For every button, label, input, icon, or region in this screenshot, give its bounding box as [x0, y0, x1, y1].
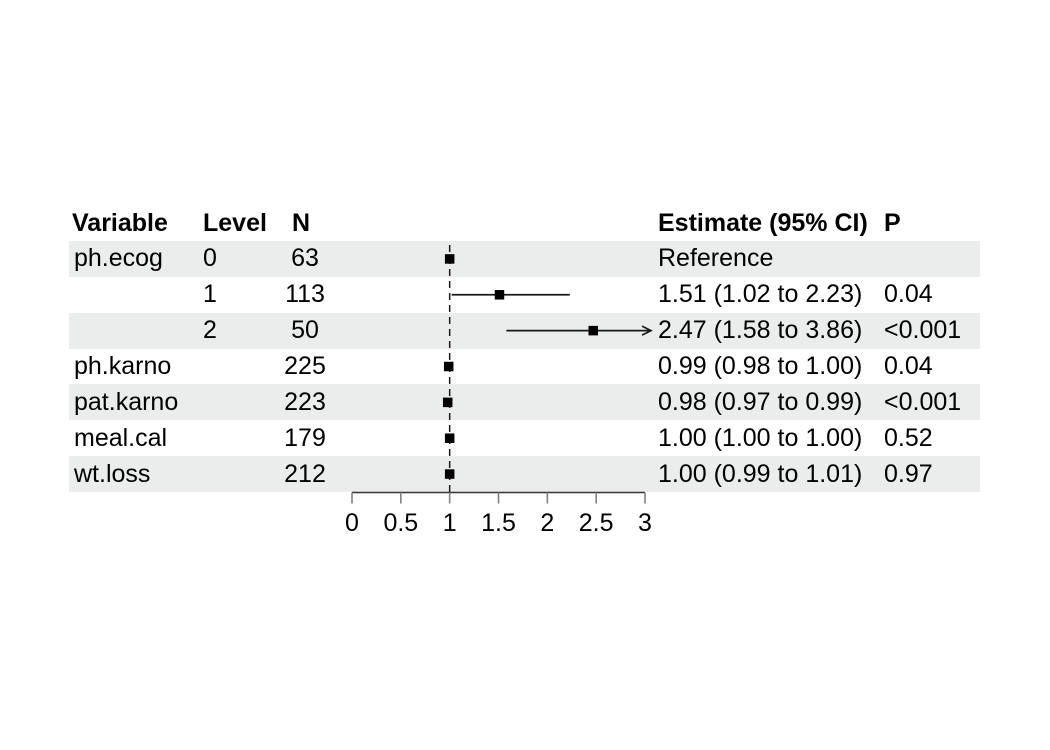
row-band: [69, 241, 980, 277]
row-band: [69, 348, 980, 385]
cell-n: 63: [291, 244, 319, 273]
cell-p: <0.001: [884, 316, 962, 345]
table-row: ph.ecog 0 63 Reference: [0, 241, 1050, 277]
row-band: [69, 456, 980, 492]
x-axis-tick-label: 1.5: [481, 509, 516, 537]
cell-n: 113: [285, 280, 325, 309]
table-row: ph.karno 225 0.99 (0.98 to 1.00) 0.04: [0, 348, 1050, 385]
cell-n: 225: [284, 351, 326, 380]
cell-p: <0.001: [884, 387, 962, 416]
x-axis-tick-label: 0.5: [383, 509, 418, 537]
row-band: [69, 384, 980, 421]
cell-variable: ph.ecog: [74, 244, 163, 273]
cell-level: 2: [203, 316, 217, 345]
cell-p: 0.04: [884, 351, 933, 380]
x-axis-tick-label: 2: [540, 509, 554, 537]
cell-p: 0.04: [884, 280, 933, 309]
cell-n: 179: [284, 423, 326, 452]
cell-estimate: 2.47 (1.58 to 3.86): [658, 316, 863, 345]
x-axis-tick-label: 1: [443, 509, 457, 537]
x-axis-tick-label: 3: [638, 509, 652, 537]
column-header-level: Level: [203, 209, 267, 237]
cell-estimate: 1.00 (0.99 to 1.01): [658, 459, 863, 488]
table-row: wt.loss 212 1.00 (0.99 to 1.01) 0.97: [0, 456, 1050, 492]
cell-estimate: 1.00 (1.00 to 1.00): [658, 423, 863, 452]
row-band: [69, 420, 980, 457]
cell-variable: meal.cal: [74, 423, 168, 452]
cell-level: 0: [203, 244, 217, 273]
table-row: pat.karno 223 0.98 (0.97 to 0.99) <0.001: [0, 384, 1050, 421]
cell-variable: wt.loss: [74, 459, 151, 488]
cell-p: 0.52: [884, 423, 933, 452]
cell-estimate: 0.98 (0.97 to 0.99): [658, 387, 863, 416]
cell-estimate: Reference: [658, 244, 774, 273]
cell-estimate: 0.99 (0.98 to 1.00): [658, 351, 863, 380]
cell-level: 1: [203, 280, 217, 309]
x-axis-tick-label: 0: [345, 509, 359, 537]
x-axis-tick-label: 2.5: [579, 509, 614, 537]
column-header-p: P: [884, 209, 901, 237]
cell-estimate: 1.51 (1.02 to 2.23): [658, 280, 863, 309]
table-row: 1 113 1.51 (1.02 to 2.23) 0.04: [0, 276, 1050, 313]
cell-p: 0.97: [884, 459, 933, 488]
column-header-variable: Variable: [72, 209, 168, 237]
cell-n: 223: [284, 387, 326, 416]
cell-variable: ph.karno: [74, 351, 172, 380]
cell-variable: pat.karno: [74, 387, 179, 416]
table-row: meal.cal 179 1.00 (1.00 to 1.00) 0.52: [0, 420, 1050, 457]
cell-n: 212: [284, 459, 326, 488]
column-header-n: N: [292, 209, 311, 237]
table-row: 2 50 2.47 (1.58 to 3.86) <0.001: [0, 312, 1050, 349]
column-header-estimate: Estimate (95% CI): [658, 209, 868, 237]
cell-n: 50: [291, 316, 319, 345]
